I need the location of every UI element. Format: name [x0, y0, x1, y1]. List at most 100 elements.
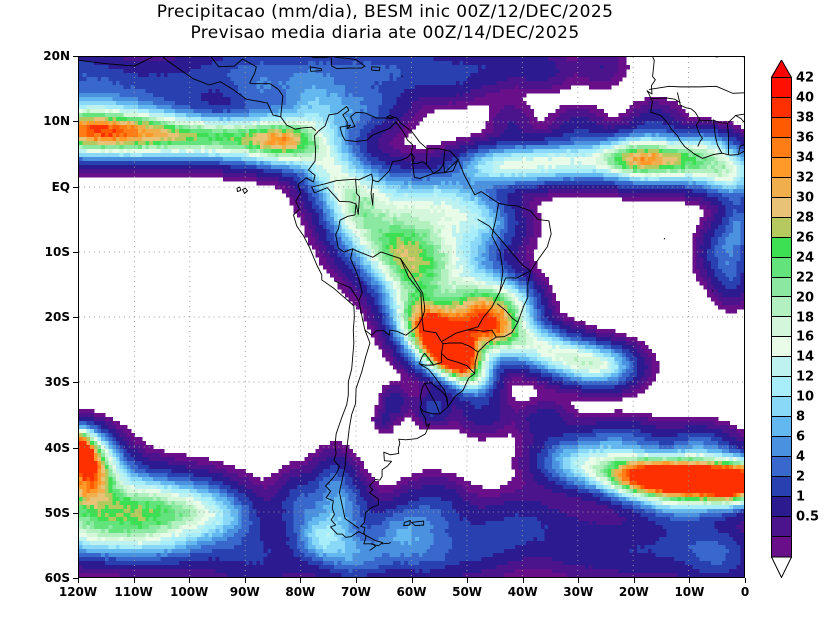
colorbar-swatch — [772, 237, 791, 258]
precip-shading — [79, 57, 744, 577]
x-tick-mark — [578, 578, 580, 583]
y-tick-mark — [73, 56, 78, 57]
y-tick-label: 20S — [44, 310, 70, 324]
colorbar-tick-label: 4 — [796, 449, 806, 465]
colorbar-swatch — [772, 497, 791, 517]
colorbar-tick-label: 8 — [796, 409, 806, 425]
colorbar-tick-label: 2 — [796, 469, 806, 485]
colorbar-swatch — [772, 337, 791, 358]
colorbar-swatch — [772, 97, 791, 118]
colorbar-swatch — [772, 377, 791, 398]
colorbar-tick-label: 18 — [796, 310, 815, 325]
colorbar-swatch — [772, 397, 791, 418]
colorbar-tick-label: 40 — [796, 90, 815, 106]
colorbar-tick-label: 38 — [796, 110, 815, 126]
colorbar-tick-label: 26 — [796, 230, 815, 246]
colorbar-tick-label: 28 — [796, 210, 815, 226]
x-tick-label: 90W — [229, 585, 260, 599]
colorbar-swatch — [772, 217, 791, 238]
colorbar-swatch — [772, 536, 791, 557]
y-tick-mark — [73, 317, 78, 318]
y-tick-label: 40S — [44, 440, 70, 455]
colorbar-tick-label: 32 — [796, 170, 815, 186]
colorbar-swatch — [772, 117, 791, 138]
x-tick-label: 20W — [618, 585, 649, 599]
y-tick-mark — [73, 251, 78, 253]
colorbar-tick-label: 1 — [796, 489, 806, 505]
y-tick-label: 50S — [44, 505, 70, 520]
x-tick-mark — [244, 578, 246, 583]
x-tick-label: 40W — [507, 585, 538, 599]
colorbar-tick-label: 20 — [796, 290, 815, 306]
colorbar-swatch — [772, 437, 791, 458]
x-tick-label: 30W — [563, 585, 594, 599]
x-tick-label: 10W — [674, 585, 705, 599]
colorbar-tick-label: 14 — [796, 349, 815, 365]
coastlines-and-borders — [79, 57, 744, 551]
y-tick-mark — [73, 382, 78, 384]
x-tick-label: 50W — [452, 585, 483, 599]
x-tick-label: 0 — [740, 585, 750, 599]
colorbar-swatch — [772, 177, 791, 198]
colorbar-swatch — [772, 78, 791, 98]
colorbar-tick-label: 22 — [796, 270, 815, 286]
x-tick-mark — [133, 578, 135, 583]
colorbar-swatch — [772, 477, 791, 498]
x-tick-mark — [411, 578, 413, 583]
x-tick-label: 110W — [114, 585, 153, 599]
map-gridlines — [79, 57, 744, 577]
y-tick-mark — [73, 578, 78, 579]
y-tick-mark — [73, 512, 78, 514]
colorbar-swatch — [772, 357, 791, 378]
page-title: Precipitacao (mm/dia), BESM inic 00Z/12/… — [156, 2, 614, 22]
colorbar-swatch — [772, 457, 791, 478]
x-tick-label: 80W — [285, 585, 316, 599]
colorbar-tick-label: 30 — [796, 190, 815, 206]
x-tick-mark — [78, 578, 79, 583]
colorbar-under-arrow-icon — [771, 557, 791, 578]
precipitation-map-panel — [78, 56, 745, 578]
colorbar-swatch — [772, 516, 791, 537]
colorbar-swatch — [772, 317, 791, 338]
y-tick-mark — [73, 121, 78, 123]
y-tick-mark — [73, 186, 78, 188]
colorbar-swatch — [772, 197, 791, 218]
x-tick-label: 120W — [58, 585, 98, 599]
colorbar-tick-label: 10 — [796, 389, 815, 405]
colorbar-swatch — [772, 417, 791, 438]
y-tick-label: 30S — [44, 375, 70, 390]
colorbar-swatch — [772, 157, 791, 178]
x-tick-mark — [355, 578, 357, 583]
colorbar-swatches — [771, 77, 792, 558]
colorbar-tick-label: 24 — [796, 250, 815, 266]
x-tick-label: 70W — [340, 585, 371, 599]
y-tick-label: 60S — [44, 571, 70, 585]
x-tick-label: 60W — [396, 585, 427, 599]
colorbar-legend: 42 40 38 36 34 32 30 28 26 24 22 20 18 16 14 12 10 8 6 4 2 1 0… — [771, 60, 821, 578]
y-tick-label: EQ — [51, 179, 70, 194]
colorbar-tick-label: 42 — [796, 70, 815, 86]
colorbar-swatch — [772, 297, 791, 318]
colorbar-tick-label: 6 — [796, 429, 806, 445]
colorbar-over-arrow-icon — [771, 60, 791, 77]
colorbar-tick-label: 0.5 — [796, 509, 820, 525]
x-tick-mark — [522, 578, 524, 583]
precipitation-heatmap-canvas — [79, 57, 744, 577]
y-tick-label: 20N — [43, 49, 70, 63]
x-tick-mark — [689, 578, 691, 583]
y-tick-label: 10S — [44, 244, 70, 259]
colorbar-swatch — [772, 137, 791, 158]
colorbar-tick-label: 34 — [796, 150, 815, 166]
chart-subtitle: Previsao media diaria ate 00Z/14/DEC/202… — [190, 23, 580, 43]
x-tick-mark — [467, 578, 469, 583]
x-tick-mark — [745, 578, 746, 583]
x-tick-label: 100W — [170, 585, 209, 599]
y-tick-mark — [73, 447, 78, 449]
colorbar-tick-label: 36 — [796, 130, 815, 146]
colorbar-swatch — [772, 257, 791, 278]
colorbar-swatch — [772, 277, 791, 298]
x-tick-mark — [633, 578, 635, 583]
chart-title-block: Precipitacao (mm/dia), BESM inic 00Z/12/… — [0, 2, 770, 44]
y-tick-label: 10N — [43, 114, 70, 129]
colorbar-tick-label: 12 — [796, 369, 815, 385]
